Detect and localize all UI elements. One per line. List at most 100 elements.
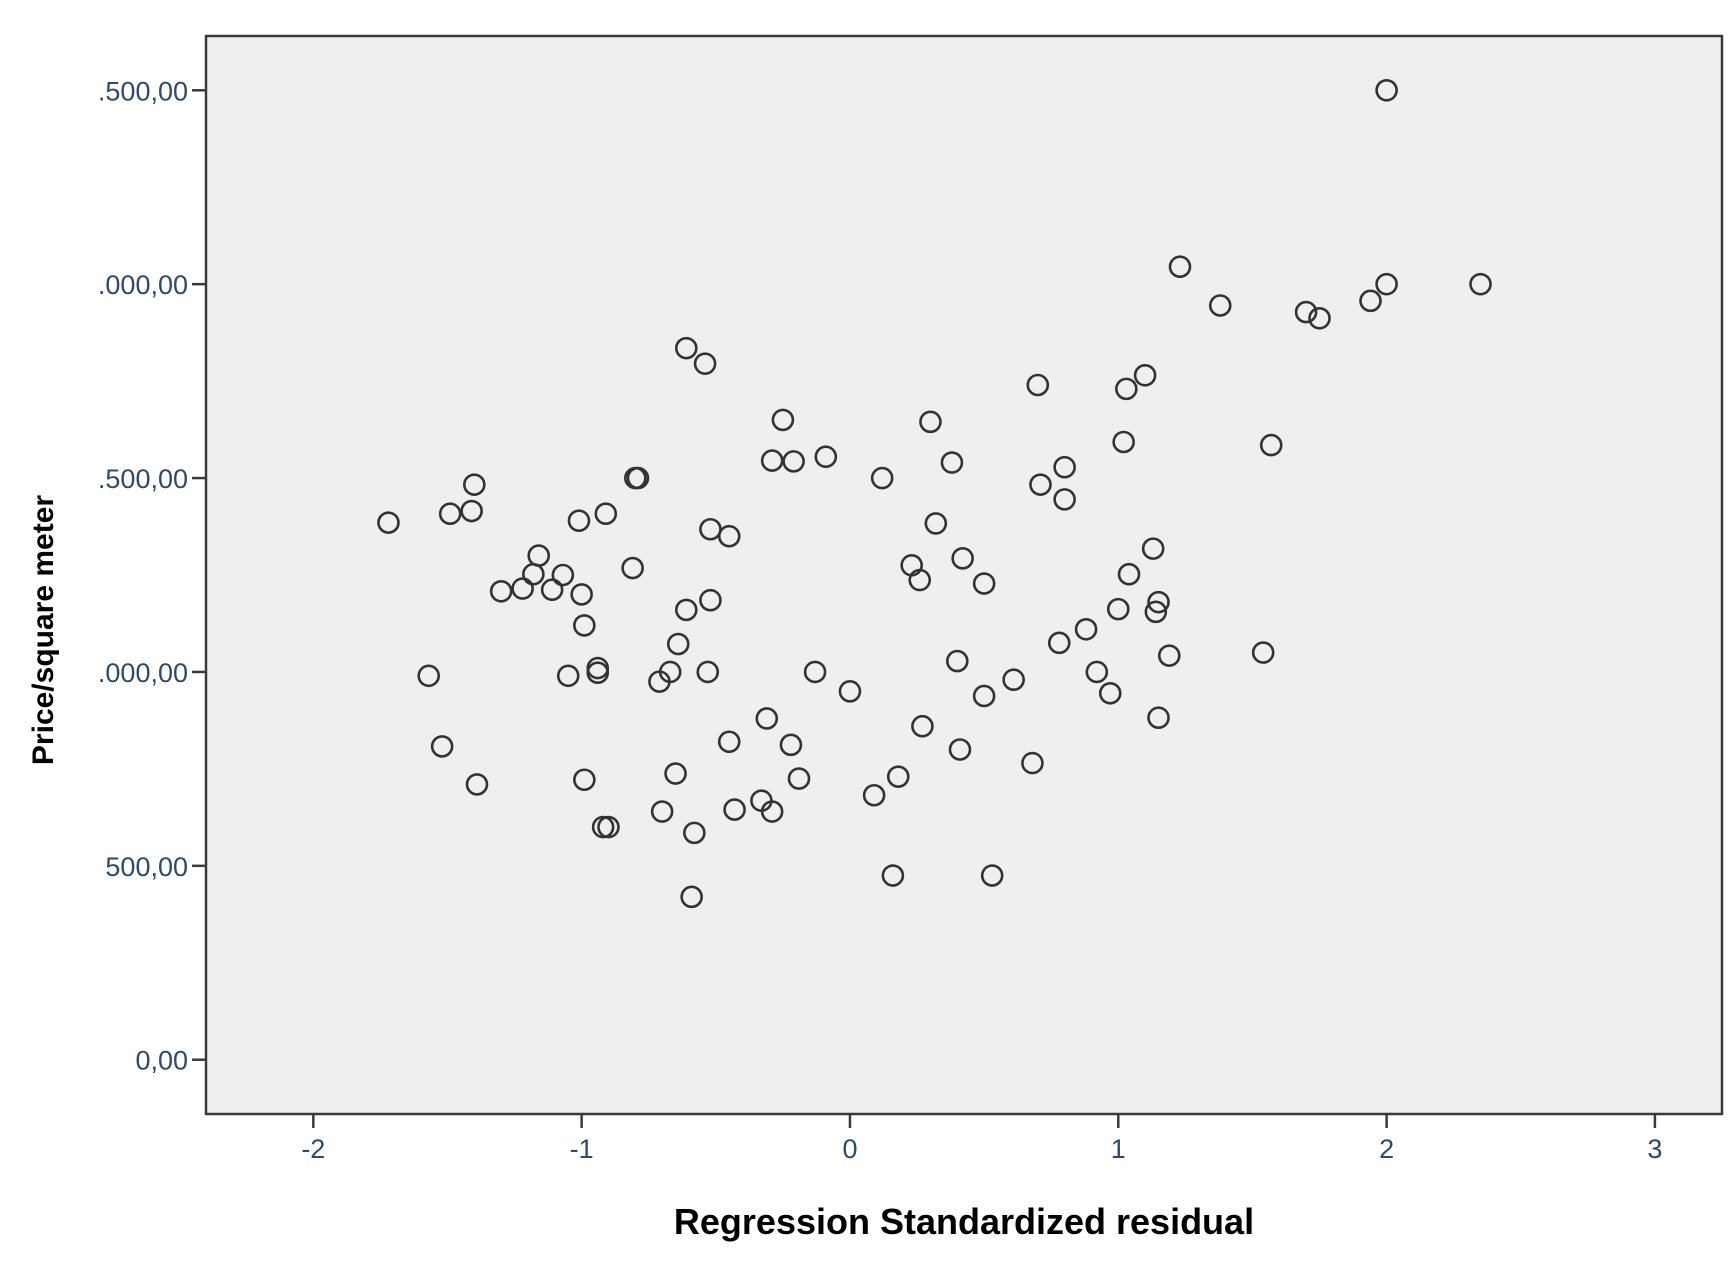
data-point	[489, 579, 513, 603]
y-tick-label: .500,00	[98, 464, 188, 494]
data-points	[377, 78, 1492, 909]
data-point	[870, 466, 894, 490]
data-point	[1098, 681, 1122, 705]
x-tick-label: 3	[1647, 1134, 1662, 1164]
data-point	[438, 502, 462, 526]
data-point	[945, 649, 969, 673]
data-point	[948, 738, 972, 761]
data-point	[924, 512, 948, 535]
data-point	[1469, 272, 1492, 296]
data-point	[787, 767, 811, 790]
data-point	[779, 733, 803, 757]
data-point	[717, 524, 741, 548]
data-point	[460, 499, 483, 523]
data-point	[972, 684, 996, 708]
data-point	[465, 773, 489, 796]
data-point	[1026, 373, 1050, 397]
data-point	[803, 660, 827, 684]
data-point	[674, 598, 698, 622]
data-point	[881, 864, 905, 887]
data-point	[1147, 590, 1170, 614]
data-point	[626, 466, 650, 490]
data-point	[417, 664, 441, 688]
data-point	[1157, 644, 1181, 667]
data-point	[696, 660, 720, 684]
y-tick-label: 0,00	[135, 1046, 188, 1076]
data-point	[463, 473, 486, 496]
data-point	[911, 714, 934, 738]
data-point	[674, 336, 698, 360]
data-point	[1308, 306, 1331, 330]
data-point	[760, 800, 784, 823]
data-point	[1208, 294, 1232, 317]
data-point	[1168, 255, 1192, 279]
data-point	[862, 783, 886, 807]
data-point	[1085, 660, 1109, 684]
data-point	[511, 577, 534, 600]
data-point	[723, 798, 746, 821]
data-point	[1147, 706, 1170, 729]
x-axis-title: Regression Standardized residual	[674, 1201, 1254, 1242]
x-tick-label: 1	[1111, 1134, 1126, 1164]
y-tick-label: .500,00	[98, 76, 188, 106]
data-point	[1133, 363, 1157, 387]
data-point	[586, 661, 610, 685]
data-point	[1144, 600, 1168, 624]
data-point	[430, 735, 454, 758]
data-point	[1115, 377, 1138, 401]
data-point	[1002, 668, 1025, 691]
x-tick-label: 2	[1379, 1134, 1394, 1164]
data-point	[1259, 433, 1283, 457]
y-tick-label: 500,00	[105, 852, 188, 882]
data-point	[540, 578, 564, 602]
data-point	[597, 815, 620, 839]
data-point	[1141, 537, 1165, 560]
data-point	[573, 614, 596, 637]
data-point	[594, 502, 618, 526]
data-point	[1294, 300, 1318, 324]
data-point	[980, 864, 1004, 887]
data-point	[664, 762, 687, 785]
data-point	[760, 449, 784, 472]
data-point	[940, 451, 964, 474]
data-point	[1021, 751, 1044, 775]
data-point	[838, 680, 862, 703]
data-point	[1029, 473, 1052, 496]
x-tick-label: -2	[301, 1134, 325, 1164]
data-point	[1053, 488, 1076, 511]
data-point	[683, 821, 706, 845]
data-point	[699, 588, 722, 612]
y-axis-title: Price/square meter	[27, 495, 60, 765]
data-point	[814, 445, 838, 469]
data-point	[570, 583, 593, 606]
data-point	[717, 730, 741, 754]
data-point	[972, 572, 996, 595]
data-point	[666, 632, 690, 656]
x-axis: -2 -1 0 1 2 3	[301, 1114, 1662, 1164]
plot-area	[204, 34, 1724, 1116]
data-point	[1117, 562, 1141, 586]
y-axis: 0,00 500,00 .000,00 .500,00 .000,00 .500,00	[98, 76, 206, 1076]
data-point	[621, 556, 644, 580]
data-point	[693, 352, 717, 375]
data-point	[658, 660, 682, 684]
data-point	[556, 664, 580, 688]
data-point	[886, 765, 910, 788]
data-point	[1106, 597, 1130, 621]
data-point	[567, 509, 591, 533]
data-point	[1375, 78, 1398, 102]
data-point	[1359, 289, 1382, 313]
data-point	[919, 410, 942, 434]
data-point	[1375, 272, 1398, 296]
data-point	[551, 563, 575, 587]
data-point	[573, 768, 596, 792]
data-point	[1047, 631, 1071, 655]
y-tick-label: .000,00	[98, 270, 188, 300]
data-point	[522, 562, 545, 586]
data-point	[1053, 455, 1076, 479]
y-tick-label: .000,00	[98, 658, 188, 688]
data-point	[680, 885, 703, 909]
data-point	[591, 815, 615, 839]
data-point	[755, 707, 779, 730]
